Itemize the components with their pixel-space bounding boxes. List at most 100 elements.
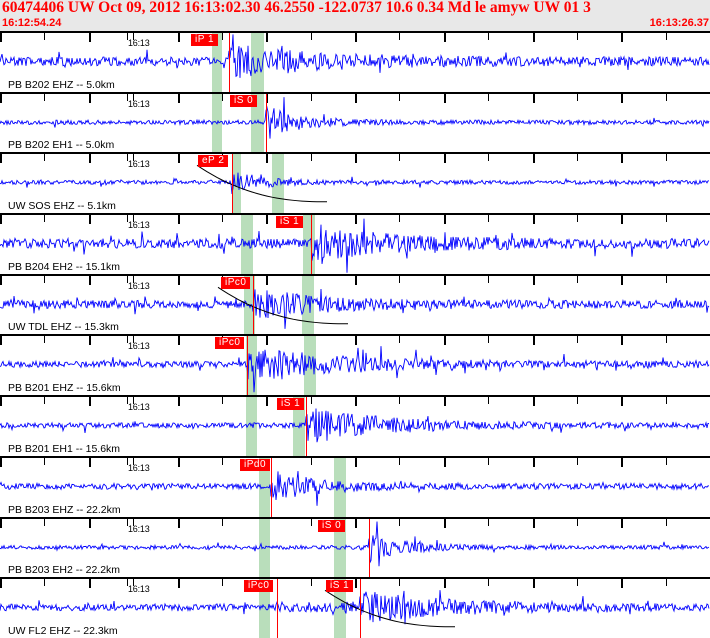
phase-pick-label[interactable]: iS 0 [230,94,258,107]
axis-time-label: 16:13 [128,280,150,291]
axis-tick [311,457,312,465]
axis-tick [577,397,578,405]
axis-tick [355,275,357,285]
axis-tick [133,33,134,40]
axis-tick [178,275,180,285]
axis-time-label: 16:13 [128,159,150,170]
phase-pick-line[interactable] [277,579,278,638]
axis-tick [444,579,446,589]
phase-pick-label[interactable]: iPc0 [244,580,274,593]
axis-tick [311,518,312,526]
phase-pick-label[interactable]: iS 0 [318,519,346,532]
axis-tick [444,93,446,103]
phase-pick-label[interactable]: iS 1 [277,398,305,411]
waveform-trace [0,346,710,393]
phase-pick-label[interactable]: eP 2 [198,155,229,168]
phase-pick-line[interactable] [271,457,272,517]
waveform-panel[interactable]: 16:13 iS 1 PB B204 EH2 -- 15.1km [0,213,710,274]
window-band [304,336,316,396]
waveform-panel[interactable]: 16:13 iS 1 PB B201 EH1 -- 15.6km [0,395,710,456]
axis-tick [89,579,91,589]
station-channel-label: PB B201 EH1 -- 15.6km [8,442,121,455]
axis-tick [355,336,357,346]
window-band [334,518,346,578]
axis-tick [222,518,223,526]
phase-pick-label[interactable]: iPd0 [240,458,271,471]
phase-pick-line[interactable] [232,154,233,214]
waveform-trace [0,165,710,203]
axis-tick [621,397,623,407]
waveform-panel[interactable]: 16:13 iS 0 PB B202 EH1 -- 5.0km [0,91,710,153]
waveform-panel[interactable]: 16:13 eP 2 UW SOS EHZ -- 5.1km [0,152,710,214]
time-axis [0,395,710,407]
axis-tick [488,457,489,465]
axis-tick [44,154,45,162]
phase-pick-label[interactable]: iS 1 [326,580,354,593]
waveform-panel-stack[interactable]: 16:13 iP 1 PB B202 EHZ -- 5.0km 16:13 iS 0 PB… [0,31,710,638]
phase-pick-label[interactable]: iP 1 [191,34,219,46]
axis-tick [89,457,91,467]
axis-divider [127,213,128,223]
axis-tick [222,33,223,40]
axis-tick [178,457,180,467]
waveform-trace [0,96,710,139]
axis-time-label: 16:13 [128,584,150,595]
axis-tick [44,336,45,344]
phase-pick-line[interactable] [229,33,230,92]
time-axis [0,213,710,225]
phase-pick-label[interactable]: iPc0 [221,276,251,289]
axis-tick [222,397,223,405]
axis-tick [355,33,357,42]
window-band [259,579,270,638]
waveform-panel[interactable]: 16:13 iP 1 PB B202 EHZ -- 5.0km [0,31,710,92]
waveform-panel[interactable]: 16:13 iPc0 PB B201 EHZ -- 15.6km [0,334,710,396]
phase-pick-line[interactable] [360,579,361,638]
waveform-panel[interactable]: 16:13 iPd0 PB B203 EHZ -- 22.2km [0,455,710,517]
axis-tick [266,33,268,42]
axis-tick [444,397,446,407]
axis-tick [488,93,489,101]
event-summary-line: 60474406 UW Oct 09, 2012 16:13:02.30 46.… [2,0,591,16]
waveform-panel[interactable]: 16:13 iS 0 PB B203 EH2 -- 22.2km [0,516,710,578]
axis-tick [0,33,2,42]
axis-tick [444,215,446,225]
axis-tick [444,154,446,164]
coda-decay-curve [217,286,348,325]
phase-pick-line[interactable] [306,397,307,456]
axis-tick [222,457,223,465]
phase-pick-label[interactable]: iS 1 [276,216,304,229]
phase-pick-line[interactable] [311,215,312,274]
axis-time-label: 16:13 [128,402,150,413]
waveform-trace [0,34,710,78]
phase-pick-line[interactable] [266,93,267,153]
event-header: 60474406 UW Oct 09, 2012 16:13:02.30 46.… [0,0,710,34]
time-axis [0,91,710,103]
axis-tick [666,457,667,465]
axis-divider [127,516,128,526]
axis-divider [127,395,128,405]
axis-divider [127,31,128,40]
waveform-panel[interactable]: 16:13 iPc0 UW TDL EHZ -- 15.3km [0,273,710,335]
axis-tick [0,154,2,164]
axis-tick [222,579,223,587]
axis-tick [0,518,2,528]
axis-tick [533,518,535,528]
axis-tick [488,154,489,162]
axis-tick [178,154,180,164]
axis-tick [488,397,489,405]
phase-pick-line[interactable] [369,518,370,578]
waveform-panel[interactable]: 16:13 iPc0 iS 1 UW FL2 EHZ -- 22.3km [0,577,710,638]
axis-tick [399,215,400,223]
phase-pick-line[interactable] [253,275,254,335]
axis-tick [355,397,357,407]
axis-tick [311,154,312,162]
axis-tick [0,93,2,103]
axis-tick [577,579,578,587]
axis-tick [266,336,268,346]
axis-tick [666,215,667,223]
phase-pick-label[interactable]: iPc0 [215,337,245,350]
axis-tick [44,215,45,223]
axis-tick [666,275,667,283]
phase-pick-line[interactable] [247,336,248,396]
axis-tick [44,457,45,465]
